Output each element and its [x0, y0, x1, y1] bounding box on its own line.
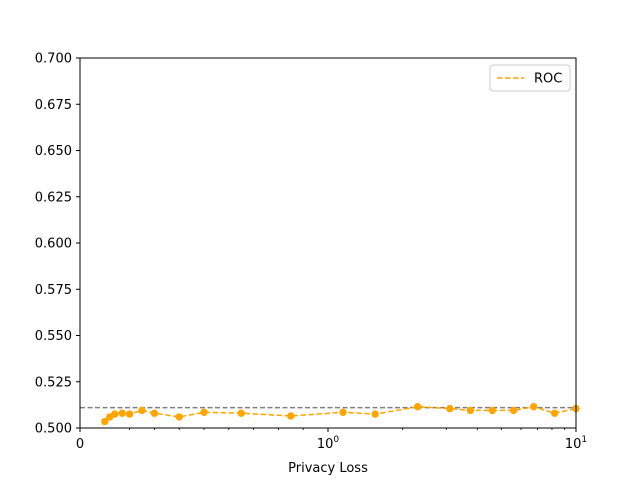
y-tick-label: 0.600 [35, 237, 72, 252]
legend-box [489, 64, 571, 92]
y-tick-label: 0.675 [35, 98, 72, 113]
data-point [488, 406, 497, 415]
data-point [509, 406, 518, 415]
data-point [175, 413, 183, 421]
y-tick-label: 0.500 [35, 422, 72, 437]
data-point [150, 409, 159, 417]
y-tick-label: 0.650 [35, 144, 72, 159]
data-point [125, 410, 134, 418]
plot-area [80, 403, 580, 426]
data-point [138, 406, 146, 415]
x-tick-label: 0 [76, 437, 84, 452]
data-point [111, 410, 119, 418]
y-tick-label: 0.525 [35, 375, 72, 390]
data-point [287, 412, 295, 420]
axis-ticks: 0.700 0.675 0.650 0.625 0.600 0.575 0.550 0.525… [35, 52, 587, 453]
y-tick-label: 0.550 [35, 329, 72, 344]
y-tick-label: 0.700 [35, 52, 72, 67]
x-axis-label: Privacy Loss [288, 461, 368, 476]
data-point [118, 409, 126, 417]
y-tick-label: 0.575 [35, 283, 72, 298]
y-tick-label: 0.625 [35, 190, 72, 205]
data-point [529, 403, 538, 411]
data-point [339, 408, 347, 416]
data-point [550, 409, 559, 417]
data-point [237, 409, 245, 417]
legend-label: ROC [534, 72, 562, 87]
data-point [200, 408, 208, 416]
data-point [101, 417, 109, 426]
data-point [466, 406, 475, 415]
data-point [414, 403, 422, 411]
data-point [446, 404, 454, 413]
legend: ROC [489, 64, 571, 92]
data-point [371, 410, 379, 418]
